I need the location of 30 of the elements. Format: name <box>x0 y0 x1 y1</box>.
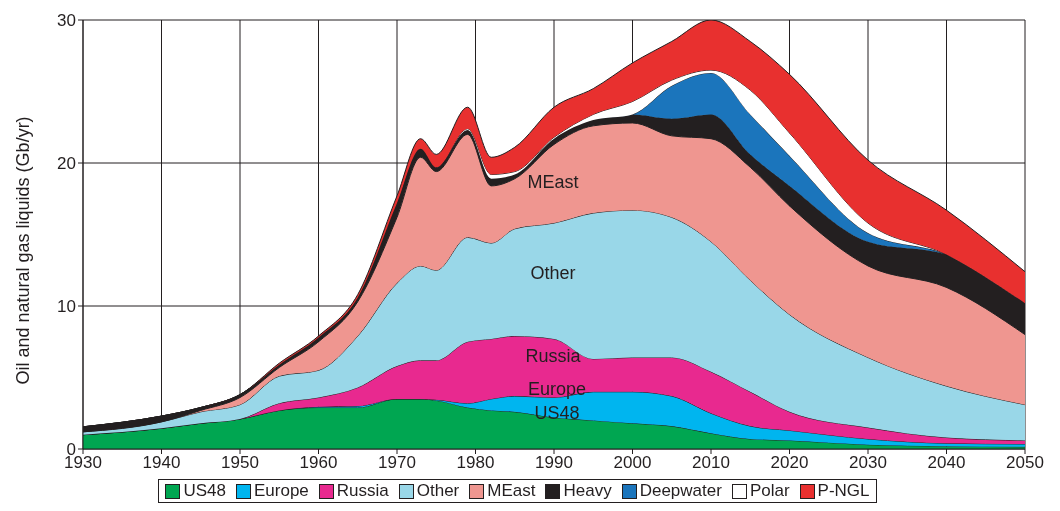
y-axis-title: Oil and natural gas liquids (Gb/yr) <box>13 116 34 385</box>
legend-label: Other <box>415 481 460 501</box>
legend-label: Russia <box>335 481 389 501</box>
x-tick-label: 2040 <box>927 453 966 473</box>
x-tick-label: 2010 <box>692 453 730 473</box>
legend-label: US48 <box>182 481 226 501</box>
x-tick-label: 1990 <box>535 453 573 473</box>
y-tick-label: 10 <box>57 297 76 317</box>
legend-label: Heavy <box>562 481 612 501</box>
y-tick-label: 20 <box>57 154 76 174</box>
legend-label: Deepwater <box>638 481 722 501</box>
annotation: Russia <box>525 345 581 367</box>
x-tick-label: 2000 <box>613 453 652 473</box>
annotation: Europe <box>527 378 587 400</box>
x-tick-label: 1960 <box>299 453 338 473</box>
x-tick-label: 1980 <box>456 453 495 473</box>
x-tick-label: 2030 <box>849 453 887 473</box>
legend-label: Polar <box>748 481 790 501</box>
legend-label: MEast <box>486 481 536 501</box>
x-tick-label: 1940 <box>142 453 181 473</box>
y-tick-label: 30 <box>57 11 76 31</box>
legend-label: Europe <box>252 481 309 501</box>
x-tick-label: 2050 <box>1006 453 1044 473</box>
x-tick-label: 2020 <box>770 453 809 473</box>
legend-label: P-NGL <box>816 481 870 501</box>
x-tick-label: 1950 <box>221 453 259 473</box>
annotation: MEast <box>527 171 579 193</box>
annotation: Other <box>530 262 576 284</box>
x-tick-label: 1970 <box>378 453 416 473</box>
annotation: US48 <box>534 402 580 424</box>
